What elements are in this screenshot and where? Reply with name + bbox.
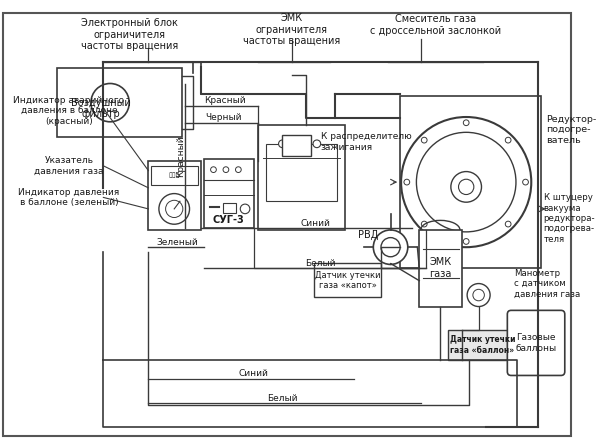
Bar (148, 161, 201, 230)
Text: Манометр
с датчиком
давления газа: Манометр с датчиком давления газа (514, 269, 580, 298)
Text: Синий: Синий (301, 219, 331, 228)
Circle shape (473, 289, 484, 301)
Text: ЭМК
газа: ЭМК газа (429, 258, 452, 279)
Circle shape (166, 200, 183, 218)
Circle shape (401, 117, 531, 247)
Bar (223, 203, 236, 213)
Circle shape (211, 167, 217, 172)
Circle shape (240, 204, 250, 214)
Text: Белый: Белый (267, 394, 298, 403)
Circle shape (421, 137, 427, 143)
Text: СУГ-3: СУГ-3 (213, 215, 245, 225)
Text: К распределителю
зажигания: К распределителю зажигания (320, 132, 412, 151)
Text: Воздушный
фильтр: Воздушный фильтр (71, 98, 130, 119)
Circle shape (313, 140, 320, 148)
Circle shape (416, 132, 516, 232)
Text: Черный: Черный (205, 113, 241, 122)
Bar (58, 68, 182, 137)
FancyBboxPatch shape (508, 310, 565, 375)
Circle shape (467, 284, 490, 306)
Text: Электронный блок
ограничителя
частоты вращения: Электронный блок ограничителя частоты вр… (80, 18, 178, 51)
Text: Индикатор давления
в баллоне (зеленый): Индикатор давления в баллоне (зеленый) (18, 188, 119, 207)
Bar (266, 144, 337, 201)
Text: Указатель
давления газа: Указатель давления газа (34, 156, 104, 176)
Text: Индикатор аварийного
давления в баллоне
(красный): Индикатор аварийного давления в баллоне … (13, 96, 124, 126)
Circle shape (463, 120, 469, 125)
Bar (400, 96, 541, 268)
Bar (448, 330, 517, 360)
Circle shape (463, 239, 469, 244)
Text: Газовые
баллоны: Газовые баллоны (515, 333, 557, 353)
Bar (151, 166, 198, 185)
Circle shape (505, 221, 511, 227)
Circle shape (91, 83, 129, 122)
Bar (259, 125, 344, 230)
Text: Датчик утечки
газа «баллон»: Датчик утечки газа «баллон» (450, 335, 515, 354)
Text: ▯▯▯: ▯▯▯ (169, 172, 180, 178)
Bar (314, 263, 381, 297)
Circle shape (505, 137, 511, 143)
Text: Смеситель газа
с дроссельной заслонкой: Смеситель газа с дроссельной заслонкой (370, 14, 501, 36)
Bar (283, 135, 311, 156)
Text: Белый: Белый (305, 259, 336, 268)
Circle shape (278, 140, 286, 148)
Circle shape (223, 167, 229, 172)
Circle shape (404, 179, 410, 185)
Circle shape (451, 172, 481, 202)
Text: Красный: Красный (204, 96, 246, 105)
Text: Синий: Синий (239, 369, 269, 378)
Text: РВД: РВД (358, 230, 379, 240)
Circle shape (421, 221, 427, 227)
Text: ЭМК
ограничителя
частоты вращения: ЭМК ограничителя частоты вращения (244, 13, 341, 47)
Text: К штуцеру
вакуума
редуктора-
подогрева-
теля: К штуцеру вакуума редуктора- подогрева- … (544, 193, 595, 244)
Bar (419, 230, 463, 306)
Text: Красный: Красный (176, 135, 185, 177)
Circle shape (373, 230, 408, 264)
Bar (204, 159, 254, 228)
Circle shape (523, 179, 529, 185)
Text: Зеленый: Зеленый (156, 238, 198, 247)
Circle shape (458, 179, 474, 194)
Text: Редуктор-
подогре-
ватель: Редуктор- подогре- ватель (545, 115, 596, 145)
Circle shape (296, 140, 304, 148)
Circle shape (159, 194, 190, 224)
Circle shape (381, 237, 400, 257)
Circle shape (235, 167, 241, 172)
Text: Датчик утечки
газа «капот»: Датчик утечки газа «капот» (315, 271, 380, 290)
